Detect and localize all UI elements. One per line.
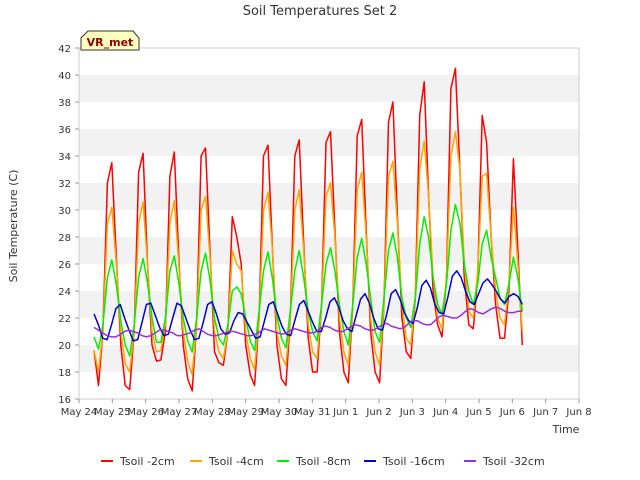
y-tick-label: 30: [58, 206, 71, 217]
x-tick-label: Jun 2: [365, 407, 391, 418]
y-tick-label: 40: [58, 71, 71, 82]
y-tick-label: 28: [58, 233, 71, 244]
x-tick-label: May 30: [261, 407, 298, 418]
grid-band: [79, 102, 579, 129]
x-tick-label: May 28: [194, 407, 231, 418]
x-tick-label: Jun 6: [499, 407, 525, 418]
plot-frame: [78, 47, 580, 400]
grid-band: [79, 129, 579, 156]
y-axis: 16 18 20 22 24 26 28 30 32 34 36 38 40 42: [58, 44, 79, 406]
x-tick-label: May 26: [127, 407, 164, 418]
series-line-tsoil-32cm: [93, 306, 523, 338]
x-tick-label: May 24: [61, 407, 98, 418]
legend-label: Tsoil -32cm: [482, 455, 545, 468]
legend-label: Tsoil -2cm: [119, 455, 175, 468]
grid-band: [79, 345, 579, 372]
x-tick-label: Jun 5: [465, 407, 491, 418]
plot-background-bands: [79, 48, 579, 399]
chart-title: Soil Temperatures Set 2: [243, 4, 398, 19]
legend-label: Tsoil -4cm: [208, 455, 264, 468]
y-tick-label: 26: [58, 260, 71, 271]
y-tick-label: 24: [58, 287, 71, 298]
x-tick-label: Jun 1: [332, 407, 358, 418]
x-tick-label: May 27: [161, 407, 198, 418]
x-tick-label: Jun 3: [399, 407, 425, 418]
site-label-box: [80, 30, 140, 51]
x-tick-label: Jun 7: [532, 407, 558, 418]
grid-band: [79, 156, 579, 183]
grid-band: [79, 210, 579, 237]
y-tick-label: 18: [58, 368, 71, 379]
y-tick-label: 32: [58, 179, 71, 190]
site-label-text: VR_met: [87, 36, 134, 49]
x-tick-label: Jun 8: [565, 407, 591, 418]
legend-label: Tsoil -8cm: [295, 455, 351, 468]
y-tick-label: 36: [58, 125, 71, 136]
grid-band: [79, 48, 579, 75]
y-tick-label: 22: [58, 314, 71, 325]
legend-label: Tsoil -16cm: [382, 455, 445, 468]
grid-band: [79, 372, 579, 399]
y-tick-label: 16: [58, 395, 71, 406]
series-line-tsoil-4cm: [93, 130, 524, 376]
x-tick-label: Jun 4: [432, 407, 458, 418]
y-tick-label: 42: [58, 44, 71, 55]
x-tick-label: May 25: [94, 407, 131, 418]
series-line-tsoil-16cm: [93, 270, 523, 342]
y-tick-label: 20: [58, 341, 71, 352]
grid-band: [79, 75, 579, 102]
legend: Tsoil -2cm Tsoil -4cm Tsoil -8cm Tsoil -16c…: [101, 455, 545, 468]
x-axis-label: Time: [552, 423, 580, 436]
site-label-badge: VR_met: [80, 30, 140, 51]
y-axis-label: Soil Temperature (C): [7, 170, 20, 283]
grid-band: [79, 264, 579, 291]
x-tick-label: May 31: [294, 407, 331, 418]
y-tick-label: 34: [58, 152, 71, 163]
y-tick-label: 38: [58, 98, 71, 109]
series-lines: [93, 67, 524, 392]
series-line-tsoil-2cm: [93, 67, 524, 392]
x-tick-label: May 29: [227, 407, 264, 418]
